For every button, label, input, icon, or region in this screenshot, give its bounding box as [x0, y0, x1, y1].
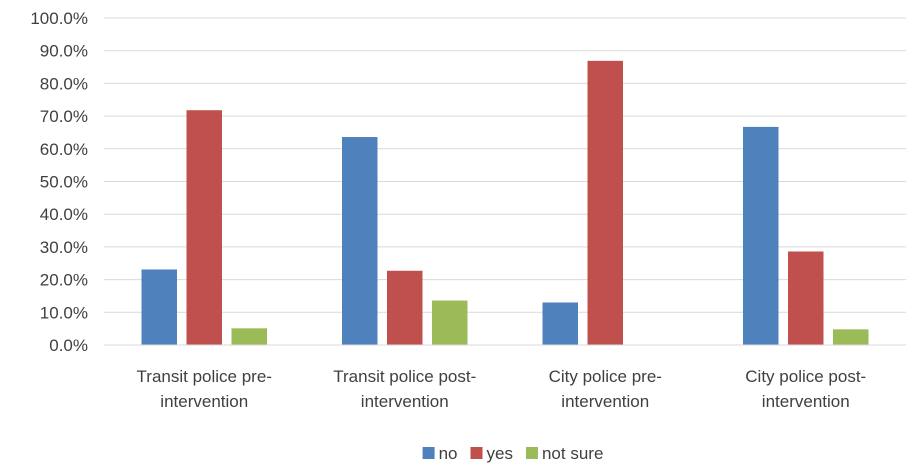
y-tick-label: 60.0% [40, 140, 88, 159]
y-tick-label: 50.0% [40, 173, 88, 192]
bar-yes [387, 270, 423, 345]
y-tick-label: 100.0% [30, 9, 88, 28]
legend-label-yes: yes [487, 444, 513, 463]
bar-no [542, 302, 578, 345]
x-axis-category-labels: Transit police pre-intervention Transit p… [137, 367, 867, 411]
y-tick-label: 30.0% [40, 238, 88, 257]
bar-yes [186, 110, 222, 346]
bar-yes [587, 60, 623, 345]
bar-not-sure [231, 328, 267, 345]
legend-label-no: no [439, 444, 458, 463]
y-axis-tick-labels: 0.0% 10.0% 20.0% 30.0% 40.0% 50.0% 60.0% 70.0% 8… [30, 9, 88, 355]
bar-not-sure [432, 300, 468, 345]
legend-swatch-no [422, 447, 435, 459]
x-category-label: Transit police pre-intervention [137, 367, 272, 411]
bar-no [141, 269, 177, 345]
legend-label-not-sure: not sure [542, 444, 603, 463]
x-category-label: City police pre-intervention [549, 367, 662, 411]
x-category-label: City police post-intervention [745, 367, 866, 411]
bar-not-sure [833, 329, 869, 345]
legend-swatch-not-sure [525, 447, 538, 459]
y-tick-label: 90.0% [40, 42, 88, 61]
bar-yes [788, 251, 824, 345]
legend-swatch-yes [470, 447, 483, 459]
y-tick-label: 10.0% [40, 303, 88, 322]
y-tick-label: 70.0% [40, 107, 88, 126]
y-tick-label: 40.0% [40, 205, 88, 224]
bar-no [743, 126, 779, 346]
y-tick-label: 20.0% [40, 271, 88, 290]
gridlines [104, 17, 906, 313]
bars [141, 60, 869, 346]
bar-no [342, 137, 378, 345]
y-tick-label: 80.0% [40, 74, 88, 93]
y-tick-label: 0.0% [49, 336, 88, 355]
x-category-label: Transit police post-intervention [333, 367, 476, 411]
legend: no yes not sure [422, 444, 603, 463]
